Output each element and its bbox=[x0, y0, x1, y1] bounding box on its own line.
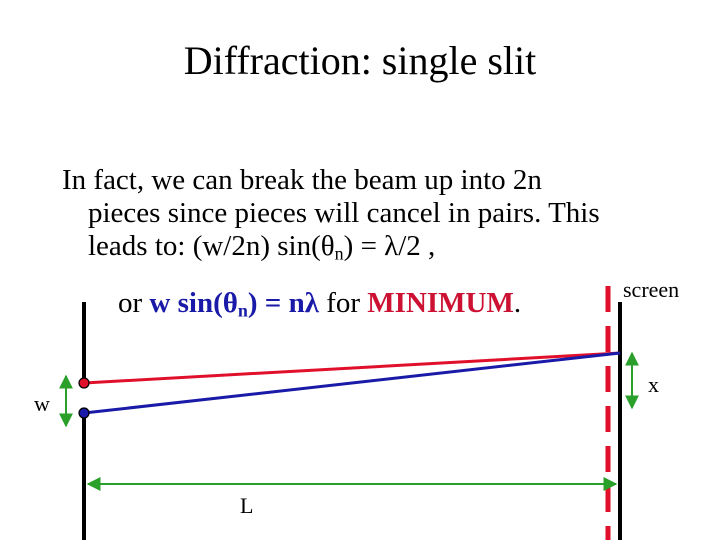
formula-equation: w sin(θn) = nλ bbox=[149, 287, 319, 319]
blue-ray bbox=[83, 351, 621, 415]
explanation-line-1: In fact, we can break the beam up into 2… bbox=[62, 164, 542, 196]
explanation-text: In fact, we can break the beam up into 2… bbox=[62, 164, 702, 263]
theta-symbol: θ bbox=[320, 230, 335, 262]
red-ray bbox=[83, 351, 621, 385]
minimum-condition-formula: or w sin(θn) = nλ for MINIMUM. bbox=[118, 286, 521, 320]
L-label: L bbox=[240, 493, 254, 518]
formula-mid: for bbox=[318, 287, 368, 319]
formula-minimum: MINIMUM bbox=[367, 287, 514, 319]
x-label: x bbox=[648, 372, 659, 397]
subscript-n: n bbox=[334, 243, 344, 264]
formula-period: . bbox=[513, 287, 522, 319]
formula-eq-post: ) = nλ bbox=[247, 287, 319, 319]
explanation-line-3: leads to: (w/2n) sin(θn) = λ/2 , bbox=[62, 230, 702, 263]
slide-title: Diffraction: single slit bbox=[183, 38, 537, 83]
formula-theta: θ bbox=[222, 287, 238, 319]
line3-post: ) = λ/2 , bbox=[343, 230, 436, 262]
explanation-line-2: pieces since pieces will cancel in pairs… bbox=[88, 197, 600, 229]
slit-bottom-edge-point bbox=[78, 407, 90, 419]
screen-label: screen bbox=[623, 277, 680, 302]
formula-subscript-n: n bbox=[237, 300, 248, 321]
formula-eq-pre: w sin( bbox=[149, 287, 223, 319]
line3-pre: leads to: (w/2n) sin( bbox=[88, 230, 321, 262]
formula-prefix: or bbox=[118, 287, 150, 319]
w-label: w bbox=[34, 391, 50, 416]
slit-top-edge-point bbox=[78, 377, 90, 389]
